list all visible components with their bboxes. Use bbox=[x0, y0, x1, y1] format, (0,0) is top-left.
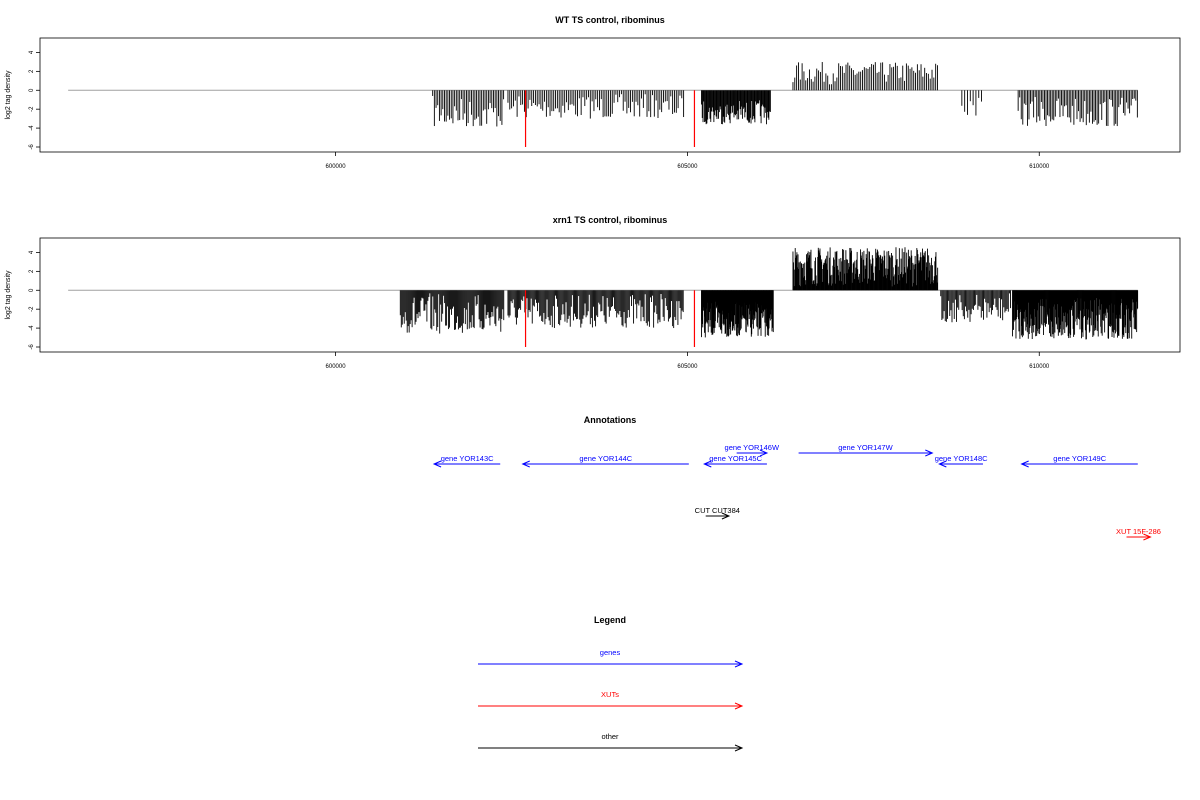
panel-xrn1: xrn1 TS control, ribominus log2 tag dens… bbox=[5, 215, 1181, 370]
arrow-head bbox=[432, 460, 442, 468]
panel-title: xrn1 TS control, ribominus bbox=[553, 215, 668, 225]
y-tick-label: 0 bbox=[29, 288, 35, 292]
feature-arrow bbox=[1020, 460, 1138, 468]
y-tick-label: -2 bbox=[29, 306, 35, 312]
feature-arrow bbox=[798, 449, 934, 457]
x-tick-label: 610000 bbox=[1029, 364, 1050, 370]
x-tick-label: 605000 bbox=[677, 364, 698, 370]
legend-label: other bbox=[601, 732, 619, 741]
arrow-head bbox=[703, 460, 712, 468]
y-tick-label: 4 bbox=[29, 250, 35, 254]
annotations-title: Annotations bbox=[584, 415, 637, 425]
legend-arrow bbox=[478, 744, 744, 752]
feature-label: gene YOR145C bbox=[709, 454, 762, 463]
feature-arrow bbox=[432, 460, 501, 468]
feature-arrow bbox=[703, 460, 767, 468]
feature-label: gene YOR149C bbox=[1053, 454, 1106, 463]
legend-title: Legend bbox=[594, 615, 626, 625]
legend: Legend genes XUTs other bbox=[478, 615, 744, 752]
arrow-head bbox=[925, 449, 934, 457]
y-tick-label: 2 bbox=[29, 69, 35, 73]
legend-label: XUTs bbox=[601, 690, 619, 699]
feature-label: CUT CUT384 bbox=[695, 506, 740, 515]
y-tick-label: 2 bbox=[29, 269, 35, 273]
legend-arrow bbox=[478, 660, 744, 668]
feature-label: gene YOR143C bbox=[441, 454, 494, 463]
legend-label: genes bbox=[600, 648, 621, 657]
plot-area: -6 -4 -2 0 2 4 600000 605000 610000 bbox=[29, 237, 1181, 370]
x-tick-label: 605000 bbox=[677, 164, 698, 170]
feature-arrow bbox=[521, 460, 689, 468]
y-tick-label: 0 bbox=[29, 88, 35, 92]
arrow-head bbox=[734, 744, 744, 752]
plot-frame bbox=[39, 237, 1181, 353]
arrow-head bbox=[938, 460, 947, 468]
feature-arrow bbox=[736, 449, 769, 457]
legend-arrow bbox=[478, 702, 744, 710]
panel-title: WT TS control, ribominus bbox=[555, 15, 665, 25]
feature-label: gene YOR146W bbox=[725, 443, 780, 452]
annotation-features: gene YOR143C gene YOR144C gene YOR145C gene… bbox=[432, 443, 1161, 541]
y-tick-label: 4 bbox=[29, 50, 35, 54]
arrow-head bbox=[1143, 533, 1152, 541]
feature-label: gene YOR148C bbox=[935, 454, 988, 463]
plot-frame bbox=[39, 37, 1181, 153]
arrow-head bbox=[734, 660, 744, 668]
y-axis-label: log2 tag density bbox=[5, 270, 12, 320]
y-tick-label: -6 bbox=[29, 344, 35, 350]
y-tick-label: -2 bbox=[29, 106, 35, 112]
plot-area: -6 -4 -2 0 2 4 600000 605000 610000 bbox=[29, 37, 1181, 170]
arrow-head bbox=[1020, 460, 1029, 468]
y-tick-label: -4 bbox=[29, 125, 35, 131]
feature-label: gene YOR147W bbox=[838, 443, 893, 452]
x-tick-label: 610000 bbox=[1029, 164, 1050, 170]
x-tick-label: 600000 bbox=[326, 164, 347, 170]
feature-arrow bbox=[705, 512, 731, 520]
arrow-head bbox=[521, 460, 530, 468]
x-tick-label: 600000 bbox=[326, 364, 347, 370]
arrow-head bbox=[759, 449, 769, 457]
y-tick-label: -4 bbox=[29, 325, 35, 331]
panel-wt: WT TS control, ribominus log2 tag densit… bbox=[5, 15, 1181, 170]
y-tick-label: -6 bbox=[29, 144, 35, 150]
legend-items: genes XUTs other bbox=[478, 648, 744, 752]
arrow-head bbox=[734, 702, 744, 710]
y-axis-label: log2 tag density bbox=[5, 70, 12, 120]
feature-arrow bbox=[938, 460, 983, 468]
feature-label: XUT 15F-286 bbox=[1116, 527, 1161, 536]
annotations-track: Annotations gene YOR143C gene YOR144C gene… bbox=[432, 415, 1161, 541]
feature-label: gene YOR144C bbox=[579, 454, 632, 463]
feature-arrow bbox=[1126, 533, 1152, 541]
arrow-head bbox=[721, 512, 731, 520]
